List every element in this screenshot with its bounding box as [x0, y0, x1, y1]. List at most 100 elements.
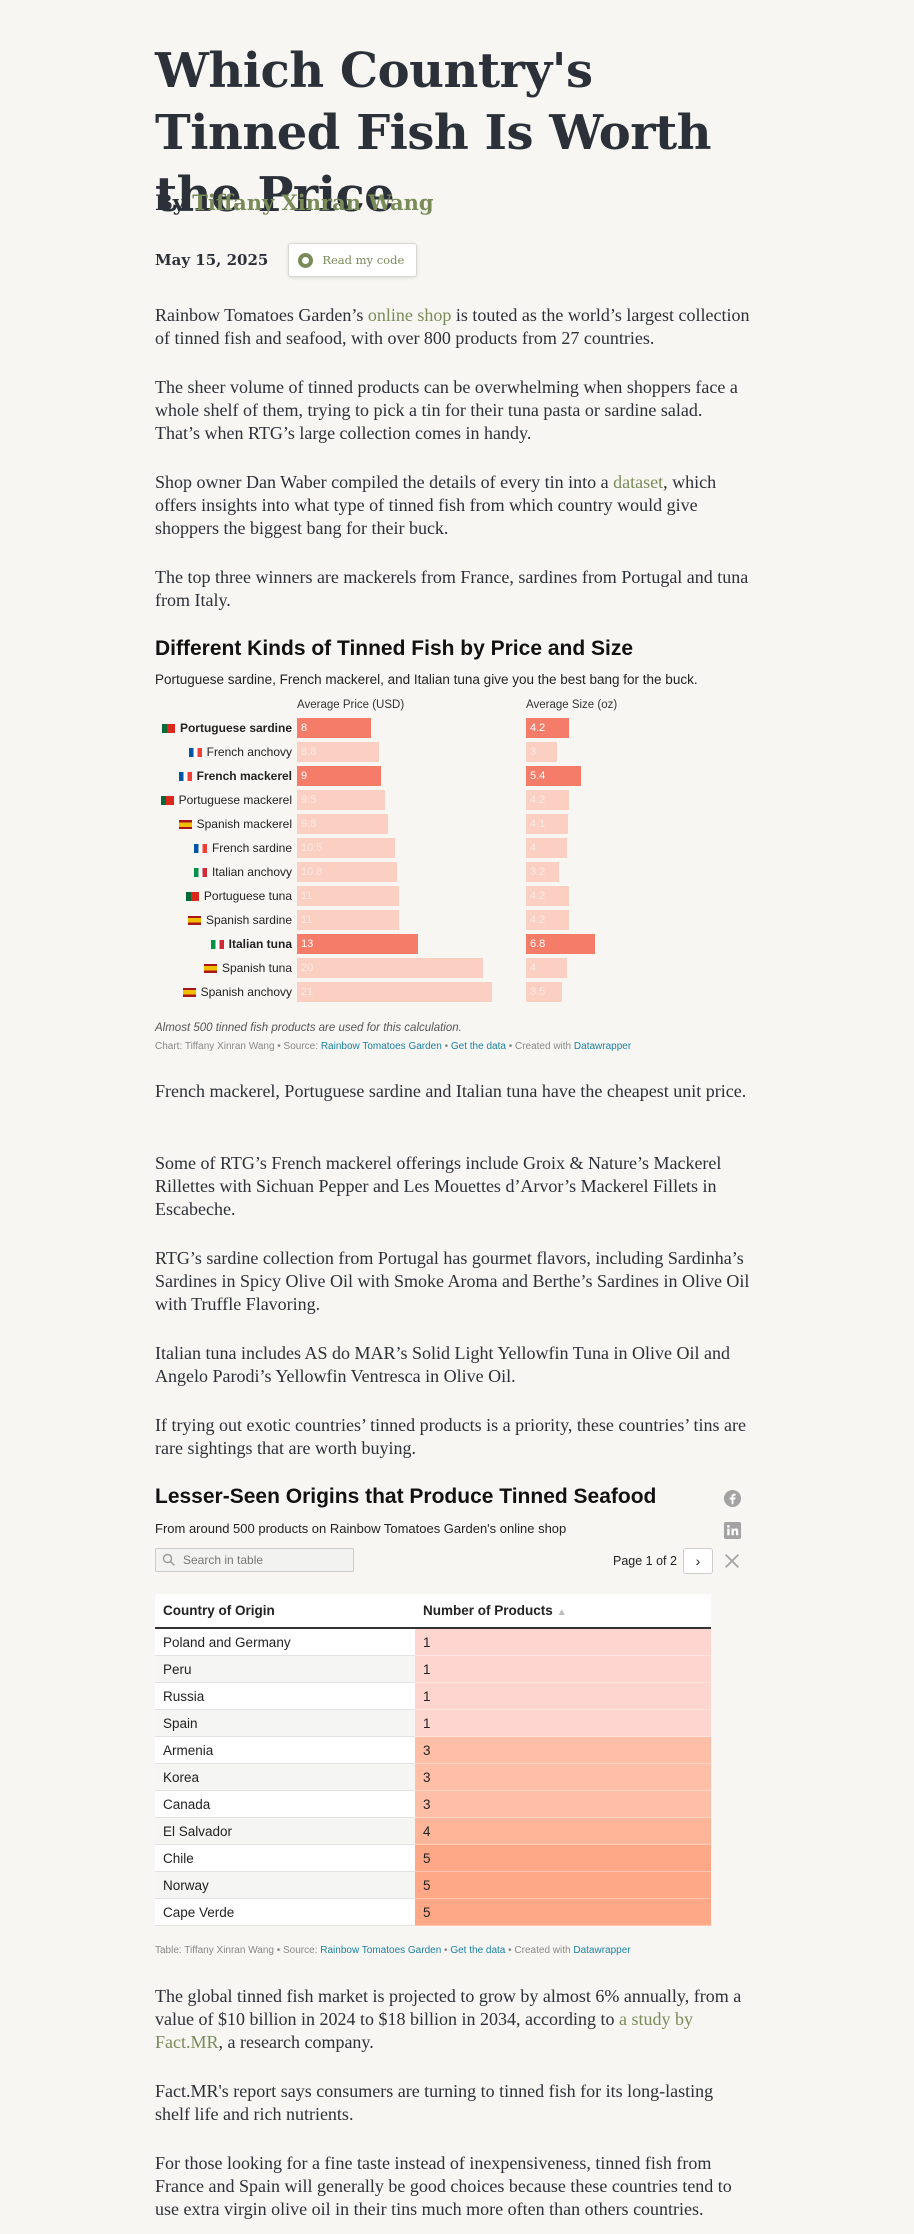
country-cell: Spain: [155, 1709, 415, 1737]
table-subtitle: From around 500 products on Rainbow Toma…: [155, 1521, 567, 1536]
by-prefix: By: [155, 190, 185, 215]
size-bar: 4.2: [526, 790, 569, 810]
paragraph-text: is touted as the world’s largest collect…: [155, 305, 750, 348]
chart-credit: Chart: Tiffany Xinran Wang • Source: Rai…: [155, 1041, 631, 1052]
product-count-cell: 1: [415, 1709, 711, 1737]
github-icon: [298, 252, 314, 268]
product-count-cell: 3: [415, 1736, 711, 1764]
country-cell: Cape Verde: [155, 1898, 415, 1926]
size-bar: 4: [526, 958, 567, 978]
spain-flag-icon: [187, 916, 201, 925]
paragraph-11: Fact.MR's report says consumers are turn…: [155, 2081, 714, 2124]
price-bar: 9: [297, 766, 381, 786]
linkedin-icon[interactable]: [722, 1520, 742, 1540]
category-text: French mackerel: [196, 769, 292, 783]
paragraph-text: Rainbow Tomatoes Garden’s: [155, 305, 368, 325]
country-cell: Korea: [155, 1763, 415, 1791]
table-row: El Salvador 4: [155, 1817, 711, 1845]
category-text: Spanish anchovy: [200, 985, 292, 999]
chart-category-label: Spanish mackerel: [178, 814, 292, 834]
chart-category-label: French sardine: [193, 838, 292, 858]
price-bar: 11: [297, 886, 400, 906]
paragraph-9: If trying out exotic countries’ tinned p…: [155, 1415, 747, 1458]
paragraph-2: The sheer volume of tinned products can …: [155, 377, 738, 443]
chart-category-label: Portuguese tuna: [185, 886, 292, 906]
datawrapper-link[interactable]: Datawrapper: [573, 1945, 631, 1956]
search-input-wrapper: [155, 1548, 354, 1572]
author-link[interactable]: Tiffany Xinran Wang: [192, 190, 434, 215]
credit-text: Table: Tiffany Xinran Wang • Source:: [155, 1945, 321, 1956]
search-input[interactable]: [183, 1553, 343, 1567]
chart-category-label: Spanish anchovy: [182, 982, 292, 1002]
size-bar: 4.2: [526, 718, 569, 738]
table-row: Canada 3: [155, 1790, 711, 1818]
get-data-link[interactable]: Get the data: [450, 1945, 506, 1956]
chart-category-label: Italian anchovy: [193, 862, 292, 882]
next-page-button[interactable]: ›: [682, 1548, 713, 1574]
credit-text: • Created with: [505, 1041, 574, 1052]
get-data-link[interactable]: Get the data: [450, 1041, 506, 1052]
read-code-button[interactable]: Read my code: [288, 243, 418, 277]
online-shop-link[interactable]: online shop: [367, 305, 452, 325]
pagination: Page 1 of 2 ›: [613, 1548, 713, 1574]
chart-category-label: Spanish sardine: [187, 910, 292, 930]
table-row: Norway 5: [155, 1871, 711, 1899]
source-link[interactable]: Rainbow Tomatoes Garden: [320, 1041, 442, 1052]
source-link[interactable]: Rainbow Tomatoes Garden: [320, 1945, 442, 1956]
products-column-header[interactable]: Number of Products ▲: [415, 1594, 711, 1629]
size-bar: 3: [526, 742, 557, 762]
byline: By Tiffany Xinran Wang: [155, 190, 434, 215]
paragraph-text: The global tinned fish market is project…: [155, 1986, 742, 2029]
table-row: Armenia 3: [155, 1736, 711, 1764]
publish-date: May 15, 2025: [155, 251, 269, 269]
datawrapper-link[interactable]: Datawrapper: [573, 1041, 632, 1052]
portugal-flag-icon: [161, 724, 175, 733]
price-bar: 8.8: [297, 742, 379, 762]
paragraph-12: For those looking for a fine taste inste…: [155, 2153, 732, 2219]
price-bar: 10.8: [297, 862, 398, 882]
paragraph-6: Some of RTG’s French mackerel offerings …: [155, 1153, 722, 1219]
table-credit: Table: Tiffany Xinran Wang • Source: Rai…: [155, 1945, 631, 1956]
country-cell: Armenia: [155, 1736, 415, 1764]
x-icon[interactable]: [722, 1551, 742, 1571]
chart-category-label: French anchovy: [188, 742, 292, 762]
price-column-header: Average Price (USD): [297, 699, 405, 711]
paragraph-10: The global tinned fish market is project…: [155, 1985, 750, 2054]
chart-title: Different Kinds of Tinned Fish by Price …: [155, 637, 634, 660]
table-row: Peru 1: [155, 1655, 711, 1683]
chart-subtitle: Portuguese sardine, French mackerel, and…: [155, 672, 698, 687]
credit-separator: •: [441, 1041, 451, 1052]
chart-category-label: Portuguese mackerel: [160, 790, 292, 810]
search-icon: [162, 1553, 175, 1566]
product-count-cell: 4: [415, 1817, 711, 1845]
size-bar: 3.2: [526, 862, 559, 882]
table-row: Russia 1: [155, 1682, 711, 1710]
table-row: Poland and Germany 1: [155, 1628, 711, 1656]
country-column-header[interactable]: Country of Origin: [155, 1594, 415, 1629]
dateline: May 15, 2025 Read my code: [155, 243, 418, 277]
price-bar: 11: [297, 910, 400, 930]
category-text: Portuguese sardine: [179, 721, 292, 735]
table-title: Lesser-Seen Origins that Produce Tinned …: [155, 1485, 657, 1508]
facebook-icon[interactable]: [722, 1488, 742, 1508]
size-bar: 4.2: [526, 910, 569, 930]
size-bar: 4: [526, 838, 567, 858]
price-bar: 9.5: [297, 790, 386, 810]
price-bar: 9.8: [297, 814, 389, 834]
chart-note: Almost 500 tinned fish products are used…: [155, 1022, 462, 1034]
paragraph-1: Rainbow Tomatoes Garden’s online shop is…: [155, 304, 750, 350]
table-row: Spain 1: [155, 1709, 711, 1737]
category-text: French anchovy: [206, 745, 292, 759]
product-count-cell: 5: [415, 1898, 711, 1926]
credit-text: Chart: Tiffany Xinran Wang • Source:: [155, 1041, 321, 1052]
dataset-link[interactable]: dataset: [613, 472, 664, 492]
country-cell: Canada: [155, 1790, 415, 1818]
size-bar: 6.8: [526, 934, 596, 954]
category-text: Portuguese tuna: [203, 889, 292, 903]
product-count-cell: 1: [415, 1628, 711, 1656]
paragraph-text: Shop owner Dan Waber compiled the detail…: [155, 472, 614, 492]
price-bar: 21: [297, 982, 493, 1002]
factmr-study-link[interactable]: a study by Fact.MR: [155, 2009, 693, 2052]
country-cell: Russia: [155, 1682, 415, 1710]
paragraph-8: Italian tuna includes AS do MAR’s Solid …: [155, 1343, 731, 1386]
